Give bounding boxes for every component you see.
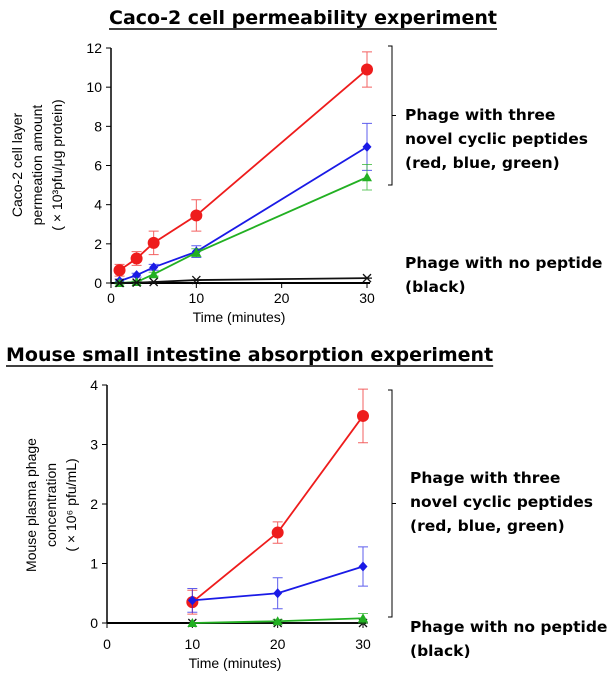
x-tick-label: 0: [103, 636, 111, 652]
chart1: 0 2 4 6 8 10 12 0 10 20 30 Time (minutes) Caco-2 cel…: [9, 40, 602, 325]
data-point: [362, 172, 372, 182]
data-point: [187, 618, 198, 627]
y-tick-label: 0: [94, 275, 102, 291]
annotation-text: novel cyclic peptides: [410, 493, 593, 511]
y-tick-label: 4: [90, 377, 98, 393]
annotation-text: Phage with three: [405, 106, 555, 124]
data-point: [358, 613, 368, 623]
chart2-title: Mouse small intestine absorption experim…: [6, 344, 493, 366]
y-tick-label: 12: [86, 40, 102, 56]
data-point: [114, 278, 125, 288]
data-point: [131, 277, 142, 287]
y-axis-label: ( × 10³pfu/μg protein): [49, 99, 65, 230]
data-point: [148, 277, 159, 287]
annotation-text: (black): [405, 278, 466, 296]
annotation-text: (red, blue, green): [405, 154, 560, 172]
x-axis-label: Time (minutes): [189, 655, 282, 671]
y-tick-label: 10: [86, 79, 102, 95]
x-tick-label: 20: [270, 636, 286, 652]
y-tick-label: 2: [94, 236, 102, 252]
x-tick-label: 20: [274, 290, 290, 306]
annotation-text: Phage with three: [410, 469, 560, 487]
data-point: [147, 236, 160, 249]
data-point: [149, 262, 159, 273]
x-tick-label: 30: [355, 636, 371, 652]
data-point: [272, 616, 283, 626]
data-point: [191, 247, 202, 257]
data-point: [187, 595, 197, 606]
y-tick-label: 8: [94, 118, 102, 134]
bracket: [388, 389, 396, 618]
y-tick-label: 3: [90, 437, 98, 453]
y-tick-label: 2: [90, 496, 98, 512]
data-point: [113, 264, 126, 277]
annotation-text: novel cyclic peptides: [405, 130, 588, 148]
annotation-text: Phage with no peptide: [405, 254, 602, 272]
y-tick-label: 0: [90, 615, 98, 631]
chart2: 0 1 2 3 4 0 10 20 30 Time (minutes) Mouse plasma p…: [23, 377, 607, 671]
data-point: [190, 209, 203, 222]
series-line-diamond: [119, 146, 368, 282]
data-point: [148, 269, 159, 279]
y-axis-label: Mouse plasma phage: [23, 438, 39, 572]
data-point: [130, 252, 143, 265]
y-axis-label: permeation amount: [29, 105, 45, 226]
chart1-title: Caco-2 cell permeability experiment: [109, 7, 497, 29]
x-axis-label: Time (minutes): [193, 309, 286, 325]
annotation-text: Phage with no peptide: [410, 618, 607, 636]
y-axis-label: concentration: [43, 463, 59, 547]
data-point: [273, 588, 283, 599]
data-point: [191, 275, 202, 285]
y-tick-label: 6: [94, 158, 102, 174]
data-point: [358, 561, 368, 572]
data-point: [131, 278, 142, 288]
y-axis-label: Caco-2 cell layer: [9, 113, 25, 218]
data-point: [362, 273, 372, 283]
x-tick-label: 30: [359, 290, 375, 306]
data-point: [271, 526, 284, 539]
y-tick-label: 4: [94, 197, 102, 213]
data-point: [132, 270, 142, 281]
x-tick-label: 0: [107, 290, 115, 306]
y-tick-label: 1: [90, 556, 98, 572]
data-point: [357, 409, 369, 422]
x-tick-label: 10: [189, 290, 205, 306]
data-point: [361, 63, 373, 76]
data-point: [362, 141, 372, 152]
annotation-text: (red, blue, green): [410, 517, 565, 535]
bracket: [388, 45, 396, 186]
annotation-text: (black): [410, 642, 471, 660]
y-axis-label: ( × 10⁶ pfu/mL): [63, 458, 79, 551]
x-tick-label: 10: [185, 636, 201, 652]
